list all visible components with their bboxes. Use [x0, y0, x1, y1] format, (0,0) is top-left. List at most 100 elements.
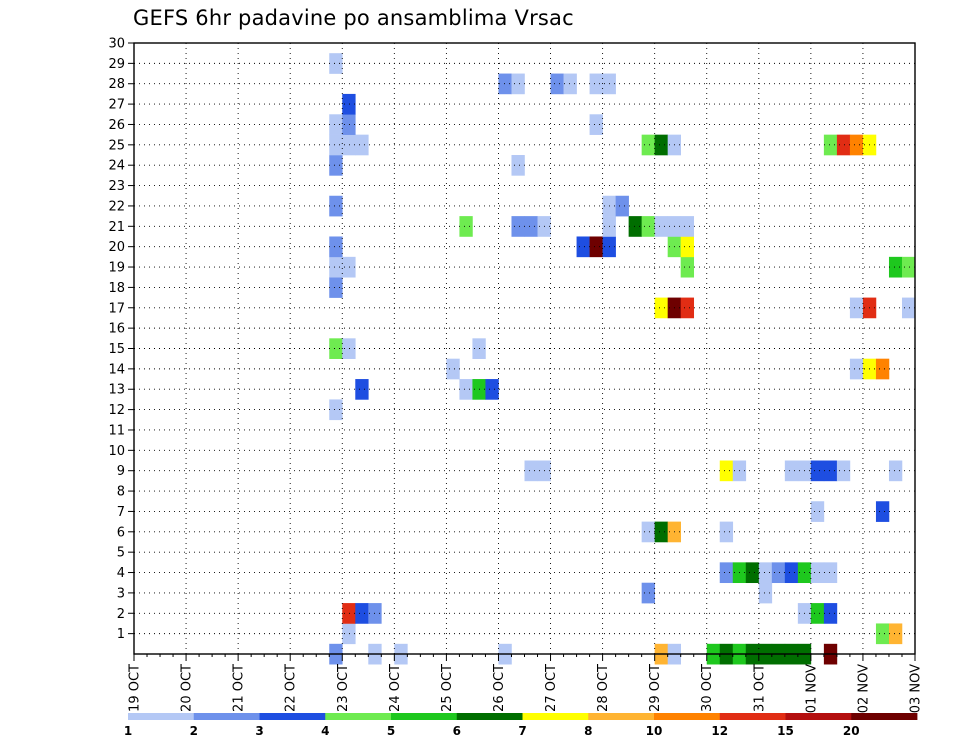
precip-cell [329, 114, 343, 135]
y-tick-label: 9 [117, 464, 125, 479]
y-tick-label: 22 [108, 199, 125, 214]
precip-cell [784, 460, 799, 482]
precip-cell [875, 358, 890, 380]
precip-cell [784, 562, 799, 584]
precip-cell [342, 134, 356, 156]
precip-cell [654, 216, 668, 237]
precip-cell [511, 73, 525, 95]
x-tick-label: 26 OCT [492, 664, 507, 712]
precip-cell [329, 256, 343, 278]
precip-cell [342, 256, 356, 278]
x-tick-label: 24 OCT [388, 664, 403, 712]
y-tick-label: 30 [108, 37, 125, 52]
precip-cell [823, 460, 838, 482]
colorbar-swatch [193, 713, 260, 720]
y-tick-label: 23 [108, 179, 125, 194]
precip-cell [810, 562, 825, 584]
colorbar-swatch [588, 713, 655, 720]
precip-cells [329, 53, 916, 665]
colorbar-label: 6 [453, 724, 461, 738]
precip-cell [342, 338, 356, 359]
precip-cell [524, 460, 538, 482]
precip-cell [810, 460, 825, 482]
x-tick-label: 23 OCT [336, 664, 351, 712]
precip-cell [823, 134, 838, 156]
y-tick-label: 28 [108, 77, 125, 92]
precip-cell [719, 460, 734, 482]
x-tick-label: 21 OCT [232, 664, 247, 712]
precip-cell [329, 338, 343, 359]
x-tick-label: 03 NOV [909, 664, 924, 713]
colorbar-swatch [654, 713, 721, 720]
colorbar: 1 2 3 4 5 6 7 8 10 12 15 20 [124, 713, 918, 738]
precip-cell [823, 603, 838, 624]
precip-cell [446, 358, 460, 380]
y-tick-label: 27 [108, 98, 125, 113]
y-tick-label: 25 [108, 138, 125, 153]
precip-cell [888, 623, 903, 645]
y-tick-label: 21 [108, 220, 125, 235]
colorbar-swatch [391, 713, 458, 720]
colorbar-label: 5 [387, 724, 395, 738]
colorbar-swatch [128, 713, 195, 720]
precip-cell [823, 562, 838, 584]
precip-cell [654, 521, 668, 543]
x-tick-label: 02 NOV [856, 664, 871, 713]
precip-cell [329, 155, 343, 176]
colorbar-label: 10 [646, 724, 663, 738]
precip-cell [745, 562, 760, 584]
precip-cell [355, 134, 369, 156]
x-tick-label: 30 OCT [700, 664, 715, 712]
y-tick-label: 3 [117, 586, 125, 601]
chart-title: GEFS 6hr padavine po ansamblima Vrsac [133, 6, 574, 30]
precip-cell [485, 379, 499, 400]
precip-cell [641, 134, 655, 156]
x-tick-label: 29 OCT [648, 664, 663, 712]
x-tick-label: 20 OCT [180, 664, 195, 712]
y-tick-label: 24 [108, 159, 125, 174]
y-tick-label: 29 [108, 57, 125, 72]
x-tick-label: 22 OCT [284, 664, 299, 712]
precip-cell [329, 134, 343, 156]
precip-cell [875, 623, 890, 645]
precip-cell [680, 297, 695, 319]
y-tick-label: 20 [108, 240, 125, 255]
y-tick-label: 13 [108, 383, 125, 398]
precip-cell [771, 562, 786, 584]
x-tick-label: 19 OCT [128, 664, 143, 712]
precip-cell [810, 501, 825, 522]
colorbar-label: 7 [518, 724, 526, 738]
precip-cell [589, 114, 603, 135]
y-tick-label: 11 [108, 423, 125, 438]
precip-cell [511, 155, 525, 176]
colorbar-label: 2 [190, 724, 198, 738]
precip-cell [628, 216, 642, 237]
precip-cell [719, 521, 734, 543]
y-tick-label: 2 [117, 607, 125, 622]
colorbar-label: 8 [584, 724, 592, 738]
precip-cell [719, 562, 734, 584]
precip-cell [342, 114, 356, 135]
colorbar-swatch [719, 713, 786, 720]
precip-cell [849, 134, 864, 156]
precip-cell [589, 236, 603, 258]
precip-cell [459, 379, 473, 400]
y-tick-label: 16 [108, 322, 125, 337]
precip-cell [680, 256, 695, 278]
precip-cell [589, 73, 603, 95]
precip-cell [576, 236, 590, 258]
y-tick-label: 5 [117, 546, 125, 561]
precip-cell [511, 216, 525, 237]
precip-cell [849, 358, 864, 380]
precip-cell [563, 73, 577, 95]
precip-cell [524, 216, 538, 237]
colorbar-swatch [259, 713, 326, 720]
y-tick-label: 18 [108, 281, 125, 296]
x-tick-label: 31 OCT [752, 664, 767, 712]
colorbar-swatch [522, 713, 589, 720]
precip-cell [836, 460, 851, 482]
precip-cell [342, 93, 356, 115]
precip-cell [875, 501, 890, 522]
y-axis-ticks: 1234567891011121314151617181920212223242… [108, 37, 134, 642]
